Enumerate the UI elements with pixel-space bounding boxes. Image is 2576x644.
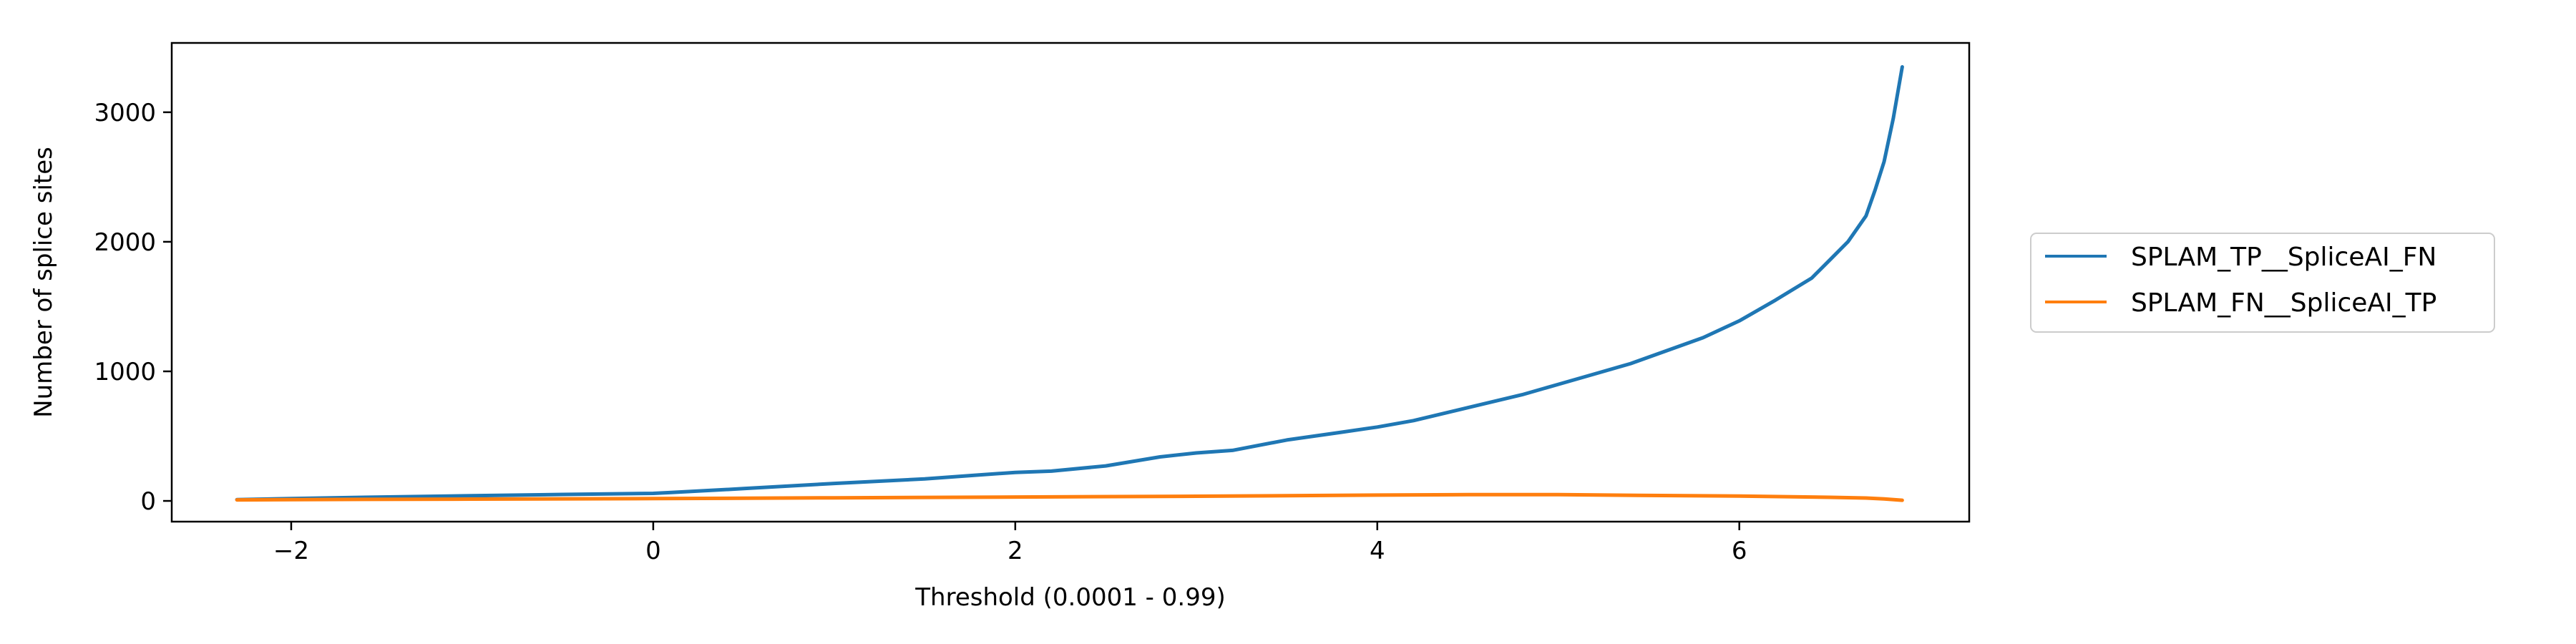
x-tick-label: 2 — [1008, 537, 1023, 565]
plot-area-frame — [170, 42, 1971, 523]
y-axis-label: Number of splice sites — [29, 147, 58, 418]
y-axis-ticks: 0 1000 2000 3000 — [94, 99, 172, 516]
x-tick-label: 0 — [645, 537, 661, 565]
series-layer — [235, 65, 1904, 502]
legend-box — [2030, 233, 2495, 333]
legend-label-splam-fn-spliceai-tp: SPLAM_FN__SpliceAI_TP — [2131, 288, 2436, 318]
y-tick-label: 2000 — [94, 228, 156, 257]
x-tick-label: 4 — [1370, 537, 1385, 565]
y-tick-label: 0 — [140, 487, 156, 516]
legend-label-splam-tp-spliceai-fn: SPLAM_TP__SpliceAI_FN — [2131, 243, 2436, 272]
y-tick-label: 1000 — [94, 358, 156, 386]
x-axis-label: Threshold (0.0001 - 0.99) — [914, 583, 1225, 612]
x-tick-label: −2 — [273, 537, 309, 565]
legend: SPLAM_TP__SpliceAI_FN SPLAM_FN__SpliceAI… — [2030, 233, 2495, 333]
x-axis-ticks: −2 0 2 4 6 — [273, 522, 1747, 565]
series-line-splam-fn-spliceai-tp — [235, 492, 1904, 502]
series-line-splam-tp-spliceai-fn — [235, 65, 1904, 502]
x-tick-label: 6 — [1732, 537, 1747, 565]
y-tick-label: 3000 — [94, 99, 156, 127]
